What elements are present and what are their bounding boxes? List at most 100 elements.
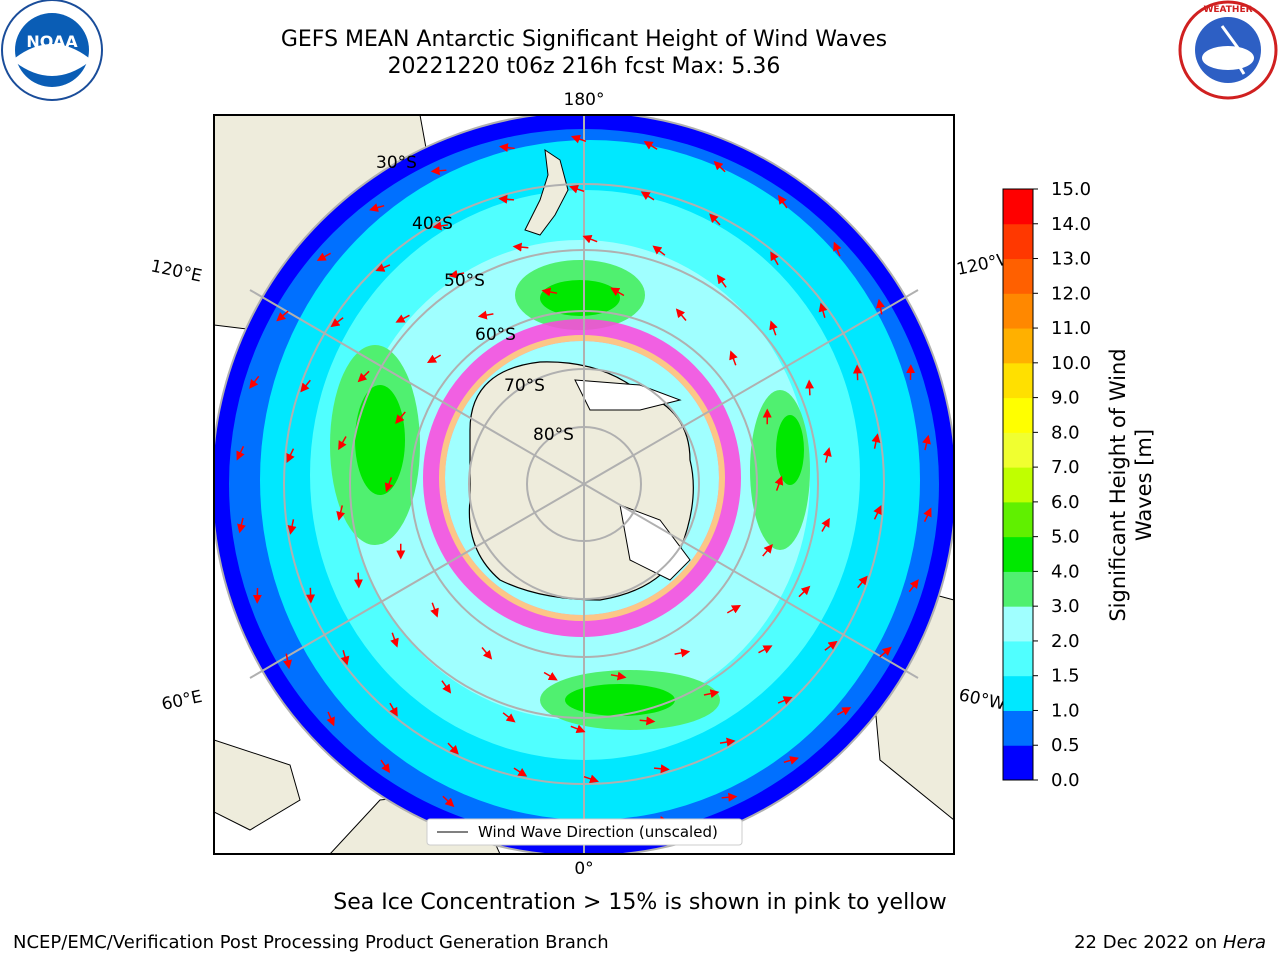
wind-wave-arrow: [703, 689, 720, 699]
wind-wave-arrow: [822, 447, 832, 463]
colorbar-segment: [1003, 536, 1033, 572]
wind-wave-arrow: [498, 194, 515, 204]
wind-wave-arrow: [721, 792, 738, 802]
wind-wave-arrow: [390, 632, 399, 648]
wind-wave-arrow: [610, 287, 625, 297]
wind-wave-arrow: [873, 505, 882, 520]
colorbar-tick-label: 12.0: [1051, 283, 1091, 304]
colorbar-segment: [1003, 571, 1033, 607]
map-area: Wind Wave Direction (unscaled): [214, 115, 954, 854]
wind-wave-arrow: [502, 712, 516, 723]
land-new-zealand: [524, 148, 569, 236]
colorbar-tick-label: 13.0: [1051, 249, 1091, 270]
wind-wave-arrow: [300, 379, 311, 393]
wind-wave-arrow: [770, 251, 779, 266]
wind-wave-arrow: [330, 317, 344, 328]
sea-ice-note: Sea Ice Concentration > 15% is shown in …: [333, 890, 947, 915]
colorbar-tick-label: 1.0: [1051, 700, 1080, 721]
wind-wave-arrow: [249, 375, 260, 389]
colorbar-tick-label: 2.0: [1051, 631, 1080, 652]
wind-wave-arrow: [430, 602, 439, 618]
noaa-logo-text: NOAA: [26, 32, 78, 51]
colorbar-tick-label: 11.0: [1051, 318, 1091, 339]
colorbar-tick-label: 6.0: [1051, 492, 1080, 513]
wind-wave-arrow: [583, 774, 599, 784]
nws-logo-text: WEATHER: [1203, 5, 1252, 15]
wind-wave-arrow: [857, 575, 868, 589]
wind-wave-arrow: [719, 737, 736, 747]
colorbar-segment: [1003, 223, 1033, 260]
wind-wave-arrow: [286, 448, 295, 463]
lon-label-60w: 60°W: [957, 685, 1007, 714]
lon-label-180: 180°: [564, 90, 605, 110]
wind-wave-arrow: [395, 411, 406, 425]
wind-wave-arrow: [818, 302, 828, 318]
wind-wave-arrow: [432, 221, 449, 231]
colorbar-label-line2: Waves [m]: [1132, 429, 1156, 541]
sea-ice-ring: [423, 319, 741, 637]
wind-wave-arrow: [369, 203, 385, 212]
colorbar-tick-label: 10.0: [1051, 353, 1091, 374]
national-weather-service-logo: WEATHER: [1178, 0, 1278, 100]
wind-wave-arrow: [805, 379, 815, 396]
wind-wave-arrow: [389, 702, 398, 717]
colorbar-tick-label: 15.0: [1051, 179, 1091, 200]
wind-wave-arrow: [652, 245, 666, 256]
colorbar-segment: [1003, 710, 1033, 746]
lon-label-0: 0°: [574, 859, 593, 879]
wind-wave-arrow: [236, 445, 245, 461]
colorbar-tick-label: 4.0: [1051, 561, 1080, 582]
wind-wave-arrow: [582, 234, 598, 244]
wind-wave-arrow: [477, 310, 494, 320]
wind-wave-arrow: [237, 517, 246, 534]
wind-wave-arrow: [876, 298, 885, 315]
colorbar-tick-label: 14.0: [1051, 214, 1091, 235]
wind-wave-arrow: [570, 724, 586, 734]
wind-wave-arrow: [709, 213, 721, 226]
colorbar-tick-label: 1.5: [1051, 666, 1080, 687]
wind-wave-arrow: [640, 191, 655, 201]
wind-wave-arrow: [442, 795, 455, 808]
wind-wave-arrow: [674, 648, 691, 658]
wind-wave-arrow: [375, 263, 391, 272]
wind-wave-arrow: [833, 241, 842, 257]
chart-title: GEFS MEAN Antarctic Significant Height o…: [280, 27, 888, 52]
wind-wave-arrow: [653, 764, 670, 774]
wind-wave-arrow: [643, 141, 658, 150]
wind-wave-arrow: [426, 354, 442, 364]
wind-wave-arrow: [380, 759, 391, 774]
wind-wave-arrow: [774, 475, 784, 491]
colorbar-tick-label: 3.0: [1051, 596, 1080, 617]
colorbar-tick-label: 0.0: [1051, 770, 1080, 791]
wind-wave-arrow: [639, 716, 656, 726]
colorbar-tick-label: 0.5: [1051, 735, 1080, 756]
wind-wave-arrow: [837, 707, 852, 716]
map-frame: [213, 114, 955, 855]
wind-wave-arrow: [716, 274, 727, 288]
wind-wave-arrow: [276, 310, 289, 322]
chart-subtitle: 20221220 t06z 216h fcst Max: 5.36: [387, 54, 781, 79]
wind-wave-arrow: [338, 436, 347, 451]
wind-wave-arrow: [922, 434, 931, 451]
wind-wave-arrow: [441, 680, 452, 694]
wind-wave-arrow: [726, 604, 742, 614]
colorbar-segment: [1003, 293, 1033, 329]
wind-wave-arrow: [923, 507, 932, 523]
wind-wave-arrow: [762, 543, 773, 557]
land-africa: [214, 739, 301, 831]
wind-wave-arrow: [798, 585, 811, 598]
colorbar-tick-label: 8.0: [1051, 422, 1080, 443]
wind-wave-arrow: [821, 517, 830, 532]
footer-date: 22 Dec 2022 on: [1074, 932, 1223, 953]
colorbar-tick-label: 5.0: [1051, 527, 1080, 548]
colorbar-segment: [1003, 258, 1033, 294]
wind-wave-arrow: [340, 650, 350, 666]
colorbar-tick-label: 7.0: [1051, 457, 1080, 478]
wind-wave-arrow: [777, 696, 793, 705]
lat-label-30s: 30°S: [376, 153, 417, 173]
colorbar-segment: [1003, 501, 1033, 538]
wind-wave-arrow: [541, 287, 558, 297]
wind-wave-arrow: [448, 269, 465, 279]
wind-wave-arrow: [758, 645, 773, 654]
wind-wave-arrow: [571, 134, 587, 144]
